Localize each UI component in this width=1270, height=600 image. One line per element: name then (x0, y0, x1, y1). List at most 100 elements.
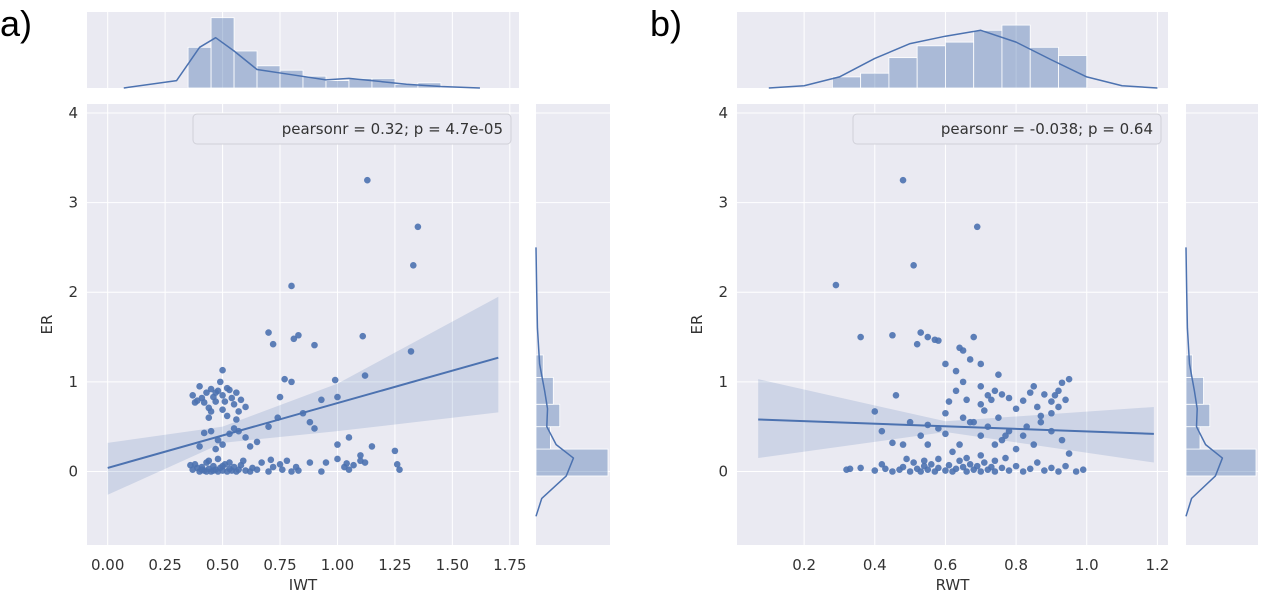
y-tick-label: 1 (68, 373, 78, 391)
scatter-point (832, 281, 840, 289)
scatter-point (977, 400, 985, 408)
scatter-point (334, 441, 341, 448)
scatter-point (1026, 389, 1034, 396)
scatter-point (1062, 396, 1069, 404)
scatter-point (253, 438, 261, 446)
y-axis-label: ER (688, 315, 706, 335)
scatter-point (928, 461, 935, 468)
scatter-point (977, 468, 985, 475)
scatter-point (230, 400, 238, 408)
scatter-point (942, 430, 949, 438)
scatter-point (226, 459, 233, 466)
top-histogram-bar (256, 65, 281, 89)
scatter-point (988, 396, 995, 404)
scatter-point (242, 434, 249, 441)
scatter-point (198, 394, 206, 402)
x-tick-label: 0.4 (863, 556, 887, 574)
regression-line (758, 418, 1154, 435)
scatter-point (265, 423, 272, 430)
scatter-point (219, 392, 226, 399)
scatter-point (984, 392, 992, 399)
top-histogram-bar (210, 17, 235, 89)
scatter-point (334, 455, 341, 463)
scatter-point (276, 393, 284, 401)
y-tick-label: 3 (718, 194, 728, 212)
scatter-point (991, 387, 999, 395)
panel-a: a) 0 1 2 3 4 0.00 0.25 0.50 0.75 1.00 1.25 1.50 1.75 I… (0, 3, 610, 594)
scatter-point (306, 418, 314, 426)
scatter-point (871, 467, 879, 474)
top-histogram-bar (945, 41, 975, 89)
scatter-point (1051, 392, 1059, 399)
scatter-point (331, 376, 339, 384)
top-histogram-bar (973, 29, 1003, 89)
scatter-point (1019, 432, 1027, 439)
y-tick-label: 0 (718, 463, 728, 481)
scatter-point (216, 378, 224, 386)
top-histogram-bar (233, 50, 258, 89)
scatter-point (910, 459, 917, 466)
right-histogram-bar (1185, 403, 1211, 428)
scatter-point (977, 452, 985, 459)
scatter-point (1033, 459, 1041, 466)
x-tick-label: 1.0 (1075, 556, 1099, 574)
scatter-point (221, 398, 229, 405)
scatter-point (1019, 468, 1027, 475)
scatter-point (187, 461, 194, 469)
scatter-point (269, 463, 277, 471)
right-marginal-background (536, 104, 610, 545)
scatter-point (288, 468, 295, 475)
scatter-point (1002, 432, 1009, 439)
scatter-point (350, 461, 357, 469)
scatter-point (970, 418, 977, 426)
scatter-point (189, 392, 197, 399)
scatter-point (935, 464, 942, 472)
y-tick-label: 4 (718, 104, 728, 122)
scatter-point (276, 461, 284, 468)
scatter-point (1048, 464, 1055, 472)
scatter-point (196, 383, 203, 390)
scatter-point (258, 459, 265, 466)
scatter-point (878, 461, 886, 468)
scatter-point (995, 414, 1002, 422)
scatter-point (306, 459, 314, 466)
scatter-point (357, 452, 364, 459)
scatter-point (917, 329, 925, 336)
scatter-point (205, 457, 213, 465)
x-tick-label: 1.2 (1145, 556, 1169, 574)
scatter-point (219, 462, 226, 470)
scatter-point (295, 467, 302, 474)
scatter-point (988, 463, 995, 471)
scatter-point (311, 341, 318, 349)
scatter-point (889, 331, 896, 339)
scatter-point (288, 282, 295, 290)
scatter-point (882, 465, 889, 473)
scatter-point (963, 454, 970, 462)
scatter-point (942, 467, 949, 474)
scatter-point (871, 408, 879, 415)
scatter-point (917, 468, 925, 475)
scatter-point (207, 385, 215, 393)
scatter-point (1041, 467, 1048, 474)
scatter-point (334, 393, 341, 401)
panel-label: a) (0, 3, 32, 44)
scatter-point (942, 409, 949, 417)
scatter-point (977, 383, 985, 390)
scatter-point (889, 468, 896, 475)
y-tick-label: 3 (68, 194, 78, 212)
scatter-point (219, 441, 226, 448)
top-histogram-bar (916, 45, 946, 89)
top-kde-curve (768, 29, 1158, 89)
stats-box (852, 113, 1162, 145)
scatter-point (980, 459, 988, 466)
y-tick-label: 4 (68, 104, 78, 122)
scatter-point (1055, 468, 1062, 475)
confidence-band (758, 379, 1154, 463)
scatter-point (1065, 450, 1073, 457)
scatter-point (228, 394, 236, 402)
scatter-point (959, 378, 967, 386)
scatter-point (343, 460, 350, 467)
scatter-point (237, 396, 245, 404)
scatter-point (945, 461, 953, 469)
